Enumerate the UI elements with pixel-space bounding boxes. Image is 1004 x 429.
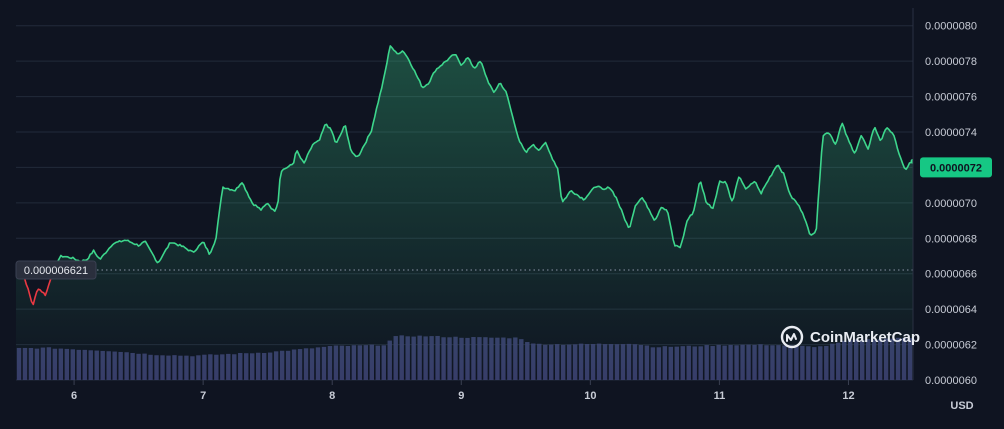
baseline-price-badge-bg	[15, 260, 97, 280]
x-tick-label-2: 8	[329, 390, 335, 402]
x-tick-label-4: 10	[584, 390, 596, 402]
x-tick-label-3: 9	[458, 390, 464, 402]
y-tick-label-10: 0.0000080	[925, 21, 977, 33]
y-tick-label-9: 0.0000078	[925, 56, 977, 68]
x-tick-label-6: 12	[842, 390, 854, 402]
coinmarketcap-logo-icon	[780, 325, 804, 349]
baseline-price-label: 0.000006621	[24, 265, 88, 277]
price-area	[16, 45, 913, 380]
current-price-label: 0.0000072	[930, 162, 982, 174]
y-tick-label-2: 0.0000064	[925, 304, 977, 316]
y-tick-label-4: 0.0000068	[925, 233, 977, 245]
x-tick-label-5: 11	[714, 390, 726, 402]
x-tick-label-0: 6	[71, 390, 77, 402]
x-axis: 6 7 8 9 10 11 12	[71, 380, 855, 402]
current-price-badge-bg	[920, 157, 992, 178]
price-line-up-segment	[51, 45, 913, 275]
y-axis: 0.0000060 0.0000062 0.0000064 0.0000066 0.00…	[912, 8, 977, 387]
current-price-dot	[910, 158, 913, 164]
y-tick-label-8: 0.0000076	[925, 92, 977, 104]
price-area-fill	[16, 45, 913, 380]
current-price-badge: 0.0000072	[920, 157, 992, 178]
baseline-price-badge: 0.000006621	[15, 260, 97, 280]
x-tick-label-1: 7	[200, 390, 206, 402]
brand-name: CoinMarketCap	[810, 329, 920, 346]
y-tick-label-7: 0.0000074	[925, 127, 977, 139]
y-tick-label-1: 0.0000062	[925, 340, 977, 352]
y-tick-label-0: 0.0000060	[925, 375, 977, 387]
currency-label: USD	[950, 400, 973, 412]
coinmarketcap-watermark: CoinMarketCap	[780, 325, 920, 349]
y-tick-label-5: 0.0000070	[925, 198, 977, 210]
y-tick-label-3: 0.0000066	[925, 269, 977, 281]
